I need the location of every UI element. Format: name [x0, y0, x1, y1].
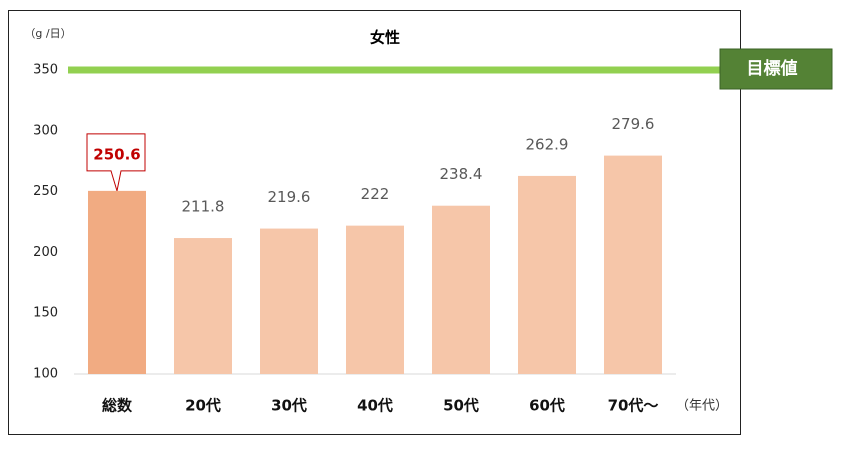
- value-label: 238.4: [440, 165, 483, 183]
- x-tick-label: 70代～: [608, 397, 659, 415]
- y-tick-label: 350: [33, 63, 58, 78]
- value-label: 262.9: [526, 135, 569, 153]
- bar: [604, 155, 662, 374]
- value-label: 219.6: [268, 188, 311, 206]
- y-tick-label: 250: [33, 184, 58, 199]
- value-label: 222: [361, 185, 390, 203]
- bar: [260, 228, 318, 374]
- y-tick-label: 200: [33, 245, 58, 260]
- x-tick-label: 30代: [271, 397, 307, 415]
- bar: [174, 238, 232, 374]
- bar: [88, 190, 146, 374]
- x-tick-label: 総数: [102, 397, 133, 415]
- chart-title: 女性: [370, 29, 400, 47]
- value-label: 250.6: [93, 145, 140, 163]
- x-tick-label: 20代: [185, 397, 221, 415]
- y-tick-label: 150: [33, 306, 58, 321]
- value-label: 211.8: [182, 198, 225, 216]
- y-unit: （g /日）: [24, 27, 71, 40]
- bar: [432, 205, 490, 374]
- y-tick-label: 100: [33, 367, 58, 382]
- target-label: 目標値: [747, 58, 798, 79]
- x-tick-label: 40代: [357, 397, 393, 415]
- value-label: 279.6: [612, 115, 655, 133]
- x-tick-label: 60代: [529, 397, 565, 415]
- bar: [346, 225, 404, 374]
- bar: [518, 175, 576, 374]
- x-unit: （年代）: [676, 399, 728, 414]
- callout: [86, 133, 146, 192]
- target-label-box: [719, 48, 833, 90]
- y-tick-label: 300: [33, 123, 58, 138]
- x-tick-label: 50代: [443, 397, 479, 415]
